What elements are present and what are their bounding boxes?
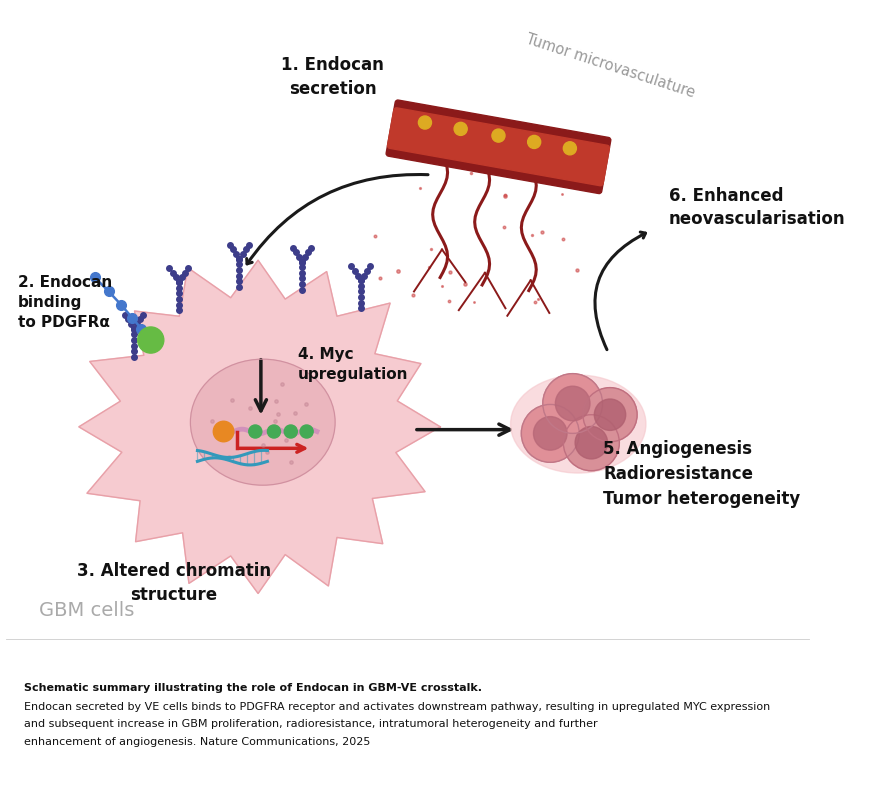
FancyArrowPatch shape xyxy=(247,174,428,264)
Text: and subsequent increase in GBM proliferation, radioresistance, intratumoral hete: and subsequent increase in GBM prolifera… xyxy=(24,719,597,729)
FancyBboxPatch shape xyxy=(386,100,610,194)
Circle shape xyxy=(491,129,504,142)
Circle shape xyxy=(582,388,636,442)
Text: 5. Angiogenesis
Radioresistance
Tumor heterogeneity: 5. Angiogenesis Radioresistance Tumor he… xyxy=(603,440,799,508)
Circle shape xyxy=(267,425,280,438)
Circle shape xyxy=(418,116,431,129)
Circle shape xyxy=(574,427,607,459)
Text: 4. Myc
upregulation: 4. Myc upregulation xyxy=(298,347,408,382)
Text: GBM cells: GBM cells xyxy=(39,601,134,620)
Ellipse shape xyxy=(190,359,335,485)
Circle shape xyxy=(554,386,589,421)
Circle shape xyxy=(563,142,576,155)
Circle shape xyxy=(527,135,540,148)
Text: Tumor microvasculature: Tumor microvasculature xyxy=(523,31,695,100)
Text: 3. Altered chromatin
structure: 3. Altered chromatin structure xyxy=(77,562,271,603)
Text: 1. Endocan
secretion: 1. Endocan secretion xyxy=(281,56,384,97)
Text: 6. Enhanced
neovascularisation: 6. Enhanced neovascularisation xyxy=(668,187,845,228)
Text: Schematic summary illustrating the role of Endocan in GBM-VE crosstalk.: Schematic summary illustrating the role … xyxy=(24,683,481,693)
Circle shape xyxy=(454,122,467,135)
Ellipse shape xyxy=(510,375,645,473)
Circle shape xyxy=(284,425,297,438)
Circle shape xyxy=(137,327,163,353)
Circle shape xyxy=(300,425,313,438)
Circle shape xyxy=(594,399,625,431)
Text: enhancement of angiogenesis. Nature Communications, 2025: enhancement of angiogenesis. Nature Comm… xyxy=(24,737,370,747)
Text: Endocan secreted by VE cells binds to PDGFRA receptor and activates downstream p: Endocan secreted by VE cells binds to PD… xyxy=(24,702,770,711)
FancyBboxPatch shape xyxy=(387,108,608,186)
Text: 2. Endocan
binding
to PDGFRα: 2. Endocan binding to PDGFRα xyxy=(18,276,112,330)
Circle shape xyxy=(213,421,234,442)
Circle shape xyxy=(533,417,567,450)
Circle shape xyxy=(563,414,619,470)
Polygon shape xyxy=(79,260,440,594)
Circle shape xyxy=(542,374,602,433)
Circle shape xyxy=(521,405,579,462)
FancyArrowPatch shape xyxy=(594,232,645,350)
Circle shape xyxy=(249,425,262,438)
